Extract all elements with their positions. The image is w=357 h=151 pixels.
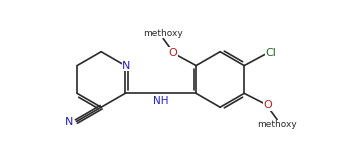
Text: O: O xyxy=(168,48,177,58)
Text: methoxy: methoxy xyxy=(257,120,297,129)
Text: N: N xyxy=(122,61,131,71)
Text: N: N xyxy=(65,117,74,127)
Text: Cl: Cl xyxy=(266,48,277,58)
Text: O: O xyxy=(263,100,272,110)
Text: methoxy: methoxy xyxy=(143,29,183,38)
Text: NH: NH xyxy=(153,96,169,106)
